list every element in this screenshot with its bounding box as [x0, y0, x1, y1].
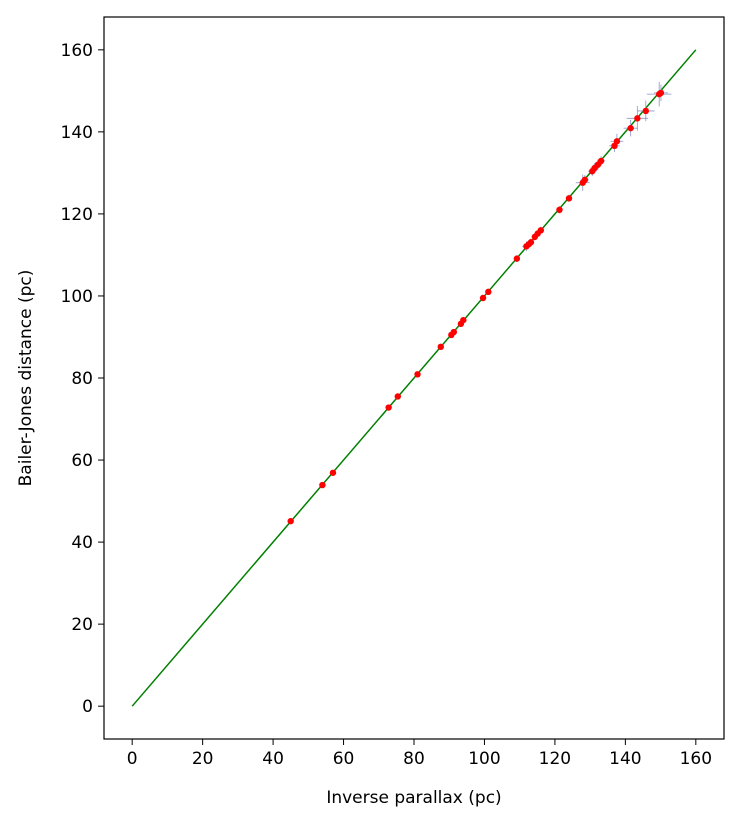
data-point — [460, 316, 467, 324]
data-point — [597, 157, 605, 165]
data-point — [385, 404, 392, 411]
y-tick-label: 120 — [61, 205, 93, 225]
y-tick-label: 140 — [61, 123, 93, 143]
x-tick-label: 140 — [609, 749, 641, 769]
data-point — [414, 371, 421, 378]
data-point — [627, 124, 634, 132]
x-tick-label: 20 — [192, 749, 214, 769]
y-tick-label: 40 — [71, 533, 93, 553]
data-point — [450, 328, 458, 336]
data-point — [479, 294, 487, 302]
data-point — [319, 481, 326, 489]
data-point — [329, 469, 337, 476]
data-point — [657, 89, 665, 97]
data-point — [565, 195, 573, 202]
x-tick-label: 80 — [403, 749, 425, 769]
data-point — [485, 288, 492, 296]
x-axis-title: Inverse parallax (pc) — [326, 788, 501, 808]
x-tick-label: 0 — [127, 749, 138, 769]
data-point — [394, 393, 401, 400]
data-point — [634, 115, 641, 122]
data-point — [537, 227, 545, 234]
y-tick-label: 0 — [82, 697, 93, 717]
y-axis-title: Bailer-Jones distance (pc) — [16, 270, 36, 487]
y-axis: 0 20 40 60 80 100 120 140 160 — [61, 41, 104, 717]
data-point — [287, 517, 294, 525]
y-tick-label: 20 — [71, 615, 93, 635]
point-layer — [287, 89, 665, 525]
x-tick-label: 120 — [539, 749, 571, 769]
data-point — [556, 206, 563, 214]
x-tick-label: 100 — [468, 749, 500, 769]
x-axis: 0 20 40 60 80 100 120 140 160 — [127, 739, 712, 769]
x-tick-label: 40 — [262, 749, 284, 769]
y-tick-label: 80 — [71, 369, 93, 389]
y-tick-label: 160 — [61, 41, 93, 61]
data-point — [642, 107, 649, 115]
data-point — [581, 176, 589, 184]
y-tick-label: 60 — [71, 451, 93, 471]
data-point — [527, 239, 535, 246]
x-tick-label: 160 — [680, 749, 712, 769]
data-point — [613, 138, 621, 145]
y-tick-label: 100 — [61, 287, 93, 307]
data-point — [437, 343, 444, 351]
data-point — [513, 255, 521, 262]
x-tick-label: 60 — [333, 749, 355, 769]
